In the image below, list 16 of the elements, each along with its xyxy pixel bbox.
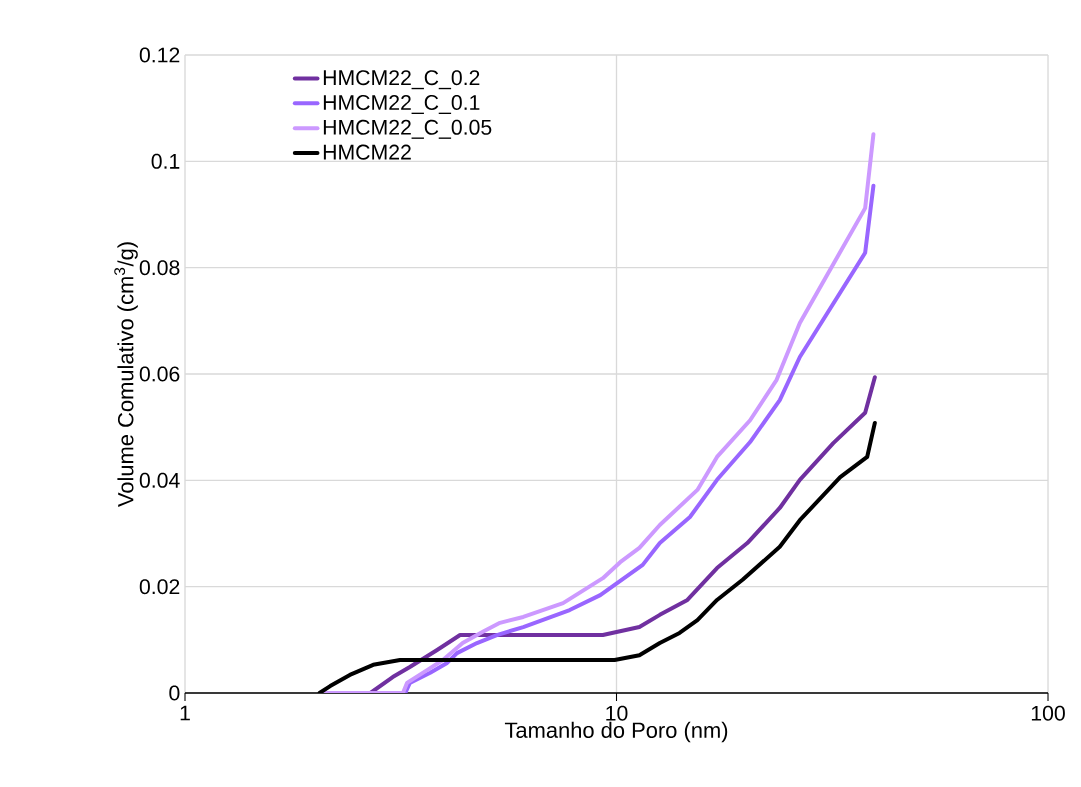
x-tick-label: 1 xyxy=(180,705,190,721)
y-axis-title: Volume Comulativo (cm$^{3}$/g) xyxy=(114,242,138,507)
x-tick-label: 10 xyxy=(606,705,628,721)
y-tick-label: 0.1 xyxy=(151,153,180,169)
y-tick-label: 0.06 xyxy=(139,366,180,382)
legend-label: HMCM22_C_0.1 xyxy=(323,94,480,115)
y-tick-label: 0.02 xyxy=(139,579,180,595)
x-axis-title: Tamanho do Poro (nm) xyxy=(504,721,728,743)
legend-label: HMCM22 xyxy=(323,144,411,160)
legend-label: HMCM22_C_0.05 xyxy=(323,119,492,139)
x-tick-label: 100 xyxy=(1031,705,1065,721)
y-tick-label: 0.08 xyxy=(139,260,180,276)
y-tick-label: 0.12 xyxy=(139,47,180,63)
y-tick-label: 0 xyxy=(169,685,180,701)
legend-label: HMCM22_C_0.2 xyxy=(323,70,480,90)
y-tick-label: 0.04 xyxy=(139,472,180,488)
